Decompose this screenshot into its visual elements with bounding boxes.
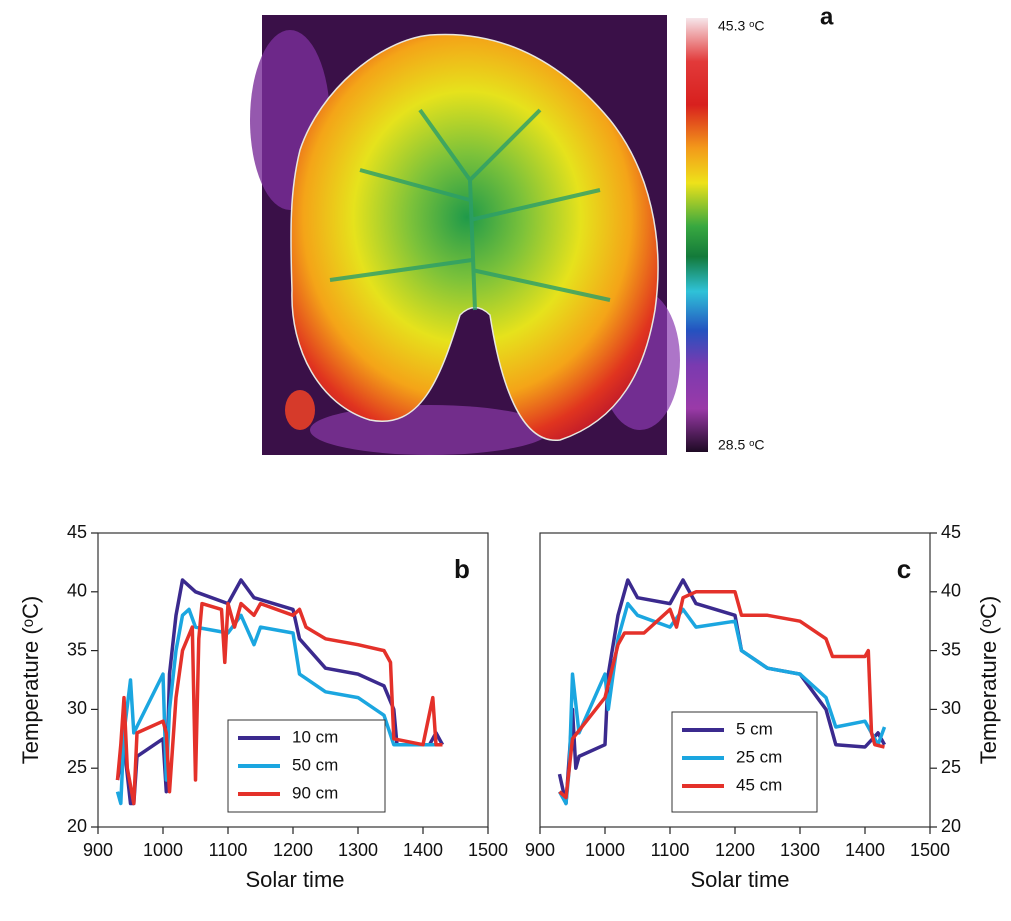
x-tick-label: 1000 <box>143 840 183 860</box>
legend-label: 5 cm <box>736 719 773 738</box>
data-line <box>115 607 443 806</box>
y-tick-label: 25 <box>941 757 961 777</box>
x-tick-label: 1100 <box>651 840 690 860</box>
colorbar <box>686 18 708 452</box>
data-line <box>557 601 887 806</box>
thermal-image <box>250 15 680 455</box>
legend-label: 45 cm <box>736 775 782 794</box>
y-tick-label: 40 <box>941 581 961 601</box>
y-tick-label: 30 <box>941 698 961 718</box>
y-axis-label: Temperature (ᵒC) <box>18 596 43 764</box>
x-tick-label: 1300 <box>338 840 378 860</box>
plot-frame <box>97 532 489 828</box>
x-axis-label: Solar time <box>245 867 344 892</box>
y-tick-label: 35 <box>67 639 87 659</box>
x-tick-label: 1500 <box>910 840 950 860</box>
legend-label: 90 cm <box>292 783 338 802</box>
x-tick-label: 1000 <box>585 840 625 860</box>
y-tick-label: 20 <box>941 816 961 836</box>
x-tick-label: 1400 <box>403 840 443 860</box>
data-line <box>557 578 887 806</box>
y-tick-label: 30 <box>67 698 87 718</box>
x-tick-label: 1200 <box>273 840 313 860</box>
y-tick-label: 45 <box>67 522 87 542</box>
x-axis-label: Solar time <box>690 867 789 892</box>
x-tick-label: 1100 <box>209 840 248 860</box>
x-tick-label: 1200 <box>715 840 755 860</box>
colorbar-max-label: 45.3 ᵒC <box>718 18 765 34</box>
plot-frame <box>539 532 931 828</box>
panel-label: c <box>897 554 911 584</box>
y-tick-label: 40 <box>67 581 87 601</box>
legend-label: 50 cm <box>292 755 338 774</box>
y-tick-label: 20 <box>67 816 87 836</box>
x-tick-label: 1400 <box>845 840 885 860</box>
legend-label: 10 cm <box>292 727 338 746</box>
data-line <box>115 601 443 806</box>
x-tick-label: 1300 <box>780 840 820 860</box>
x-tick-label: 1500 <box>468 840 508 860</box>
y-tick-label: 35 <box>941 639 961 659</box>
data-line <box>558 590 885 800</box>
y-tick-label: 45 <box>941 522 961 542</box>
colorbar-min-label: 28.5 ᵒC <box>718 437 765 453</box>
y-tick-label: 25 <box>67 757 87 777</box>
x-tick-label: 900 <box>525 840 555 860</box>
panel-label: b <box>454 554 470 584</box>
legend-label: 25 cm <box>736 747 782 766</box>
panel-label: a <box>820 3 834 30</box>
y-axis-label: Temperature (ᵒC) <box>976 596 1001 764</box>
x-tick-label: 900 <box>83 840 113 860</box>
